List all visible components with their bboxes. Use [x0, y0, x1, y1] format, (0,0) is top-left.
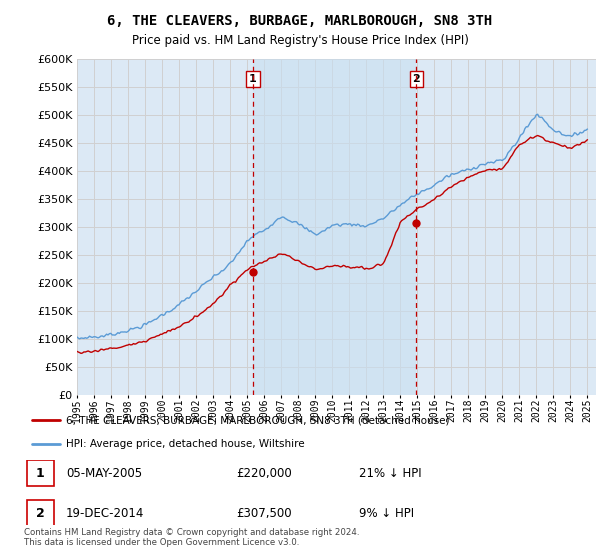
Text: 21% ↓ HPI: 21% ↓ HPI: [359, 466, 421, 480]
Text: 19-DEC-2014: 19-DEC-2014: [66, 507, 144, 520]
Bar: [27, 500, 53, 526]
Text: 1: 1: [249, 74, 257, 84]
Text: 2: 2: [413, 74, 421, 84]
Text: 6, THE CLEAVERS, BURBAGE, MARLBOROUGH, SN8 3TH: 6, THE CLEAVERS, BURBAGE, MARLBOROUGH, S…: [107, 14, 493, 28]
Text: 2: 2: [36, 507, 44, 520]
Text: £307,500: £307,500: [236, 507, 292, 520]
Text: HPI: Average price, detached house, Wiltshire: HPI: Average price, detached house, Wilt…: [66, 439, 304, 449]
Text: 1: 1: [36, 466, 44, 480]
Bar: [253, 59, 416, 395]
Text: Price paid vs. HM Land Registry's House Price Index (HPI): Price paid vs. HM Land Registry's House …: [131, 34, 469, 46]
Bar: [27, 460, 53, 486]
Text: 6, THE CLEAVERS, BURBAGE, MARLBOROUGH, SN8 3TH (detached house): 6, THE CLEAVERS, BURBAGE, MARLBOROUGH, S…: [66, 416, 449, 426]
Text: Contains HM Land Registry data © Crown copyright and database right 2024.
This d: Contains HM Land Registry data © Crown c…: [24, 528, 359, 547]
Text: 05-MAY-2005: 05-MAY-2005: [66, 466, 142, 480]
Text: 9% ↓ HPI: 9% ↓ HPI: [359, 507, 414, 520]
Text: £220,000: £220,000: [236, 466, 292, 480]
